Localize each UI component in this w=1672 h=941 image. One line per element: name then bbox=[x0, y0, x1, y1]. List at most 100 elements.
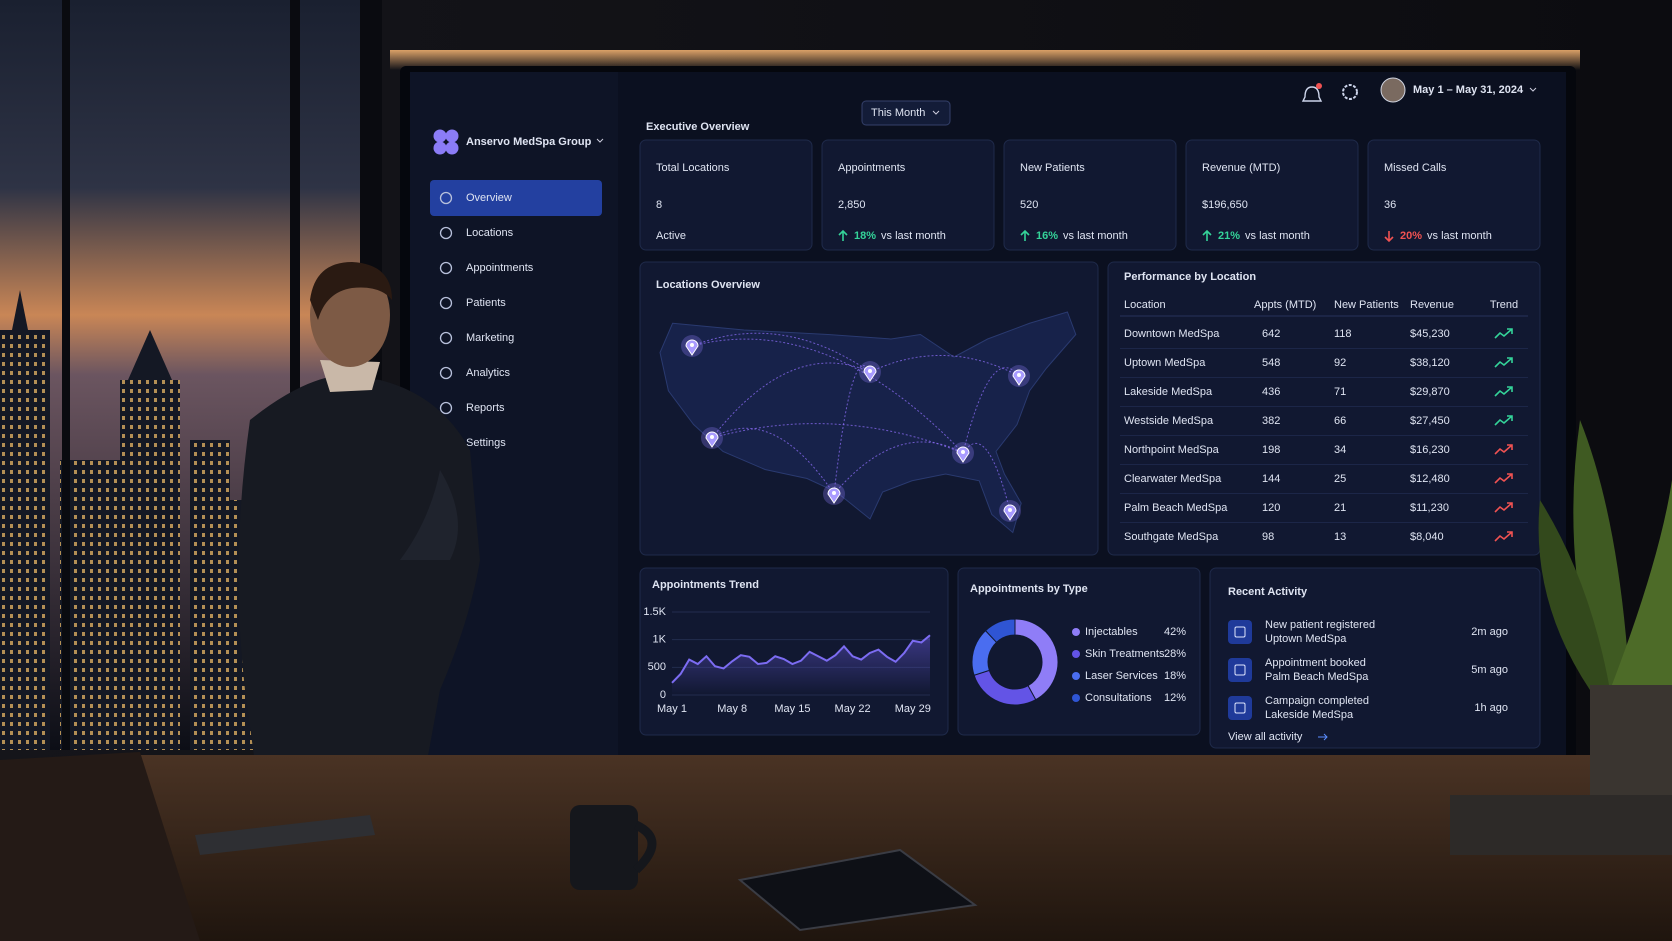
page-title: Executive Overview bbox=[646, 121, 750, 133]
table-cell: 34 bbox=[1334, 444, 1346, 456]
building bbox=[190, 440, 230, 750]
y-tick-label: 500 bbox=[648, 661, 666, 673]
bell-icon[interactable] bbox=[1301, 86, 1323, 102]
table-cell: Southgate MedSpa bbox=[1124, 531, 1219, 543]
hair bbox=[310, 262, 392, 320]
table-cell: $29,870 bbox=[1410, 386, 1450, 398]
table-cell: 642 bbox=[1262, 328, 1280, 340]
map-pin bbox=[685, 339, 699, 356]
nav-icon bbox=[439, 331, 453, 345]
nav-item[interactable]: Patients bbox=[439, 296, 507, 310]
change-arrow bbox=[1384, 231, 1394, 243]
legend-label: Injectables bbox=[1085, 626, 1138, 638]
nav-active bbox=[430, 180, 602, 216]
table-cell: 120 bbox=[1262, 502, 1280, 514]
nav-label: Appointments bbox=[466, 262, 534, 274]
activity-link[interactable]: View all activity bbox=[1228, 731, 1328, 743]
nav-item[interactable]: Analytics bbox=[439, 366, 511, 380]
person bbox=[238, 262, 480, 800]
mug bbox=[570, 805, 638, 890]
nav-label: Marketing bbox=[466, 332, 514, 344]
period-dropdown[interactable]: This Month bbox=[861, 100, 951, 126]
table-cell: $45,230 bbox=[1410, 328, 1450, 340]
kpi-note: vs last month bbox=[1245, 230, 1310, 242]
table-cell: 436 bbox=[1262, 386, 1280, 398]
kpi-card bbox=[639, 139, 813, 251]
activity-text: Campaign completed bbox=[1265, 695, 1369, 707]
kpi-value: $196,650 bbox=[1202, 199, 1248, 211]
map-pin bbox=[1003, 504, 1017, 521]
table-cell: 382 bbox=[1262, 415, 1280, 427]
kpi-change: 16% vs last month bbox=[1036, 230, 1128, 242]
activity-icon bbox=[1228, 658, 1252, 682]
table-header: New Patients bbox=[1334, 299, 1399, 311]
nav-item[interactable]: Overview bbox=[430, 180, 602, 216]
kpi-label: Missed Calls bbox=[1384, 162, 1447, 174]
nav-icon bbox=[439, 401, 453, 415]
table-cell: $8,040 bbox=[1410, 531, 1444, 543]
legend-swatch bbox=[1072, 628, 1080, 636]
kpi-change: 21% vs last month bbox=[1218, 230, 1310, 242]
kpi-label: New Patients bbox=[1020, 162, 1085, 174]
nav-icon bbox=[439, 296, 453, 310]
x-tick-label: May 15 bbox=[774, 703, 810, 715]
dashboard: Anservo MedSpa Group Overview Locations App… bbox=[430, 77, 1541, 749]
nav-item[interactable]: Reports bbox=[439, 401, 506, 415]
value-label: 12% bbox=[1164, 692, 1186, 704]
link-arrow bbox=[1318, 733, 1328, 741]
leaf bbox=[1538, 500, 1610, 690]
nav-item[interactable]: Locations bbox=[439, 226, 514, 240]
table-header: Location bbox=[1124, 299, 1166, 311]
mug-handle bbox=[632, 820, 657, 874]
table-cell: 198 bbox=[1262, 444, 1280, 456]
x-tick-label: May 22 bbox=[835, 703, 871, 715]
nav-item[interactable]: Marketing bbox=[439, 331, 515, 345]
date-caret bbox=[1529, 87, 1537, 92]
trend-icon bbox=[1494, 473, 1513, 484]
trend-icon bbox=[1494, 357, 1513, 368]
mullion bbox=[290, 0, 300, 750]
table-header: Revenue bbox=[1410, 299, 1454, 311]
map-pin bbox=[863, 365, 877, 382]
y-tick-label: 1K bbox=[653, 634, 667, 646]
map-route bbox=[962, 442, 1011, 512]
activity-title: Recent Activity bbox=[1228, 586, 1308, 598]
books bbox=[1450, 795, 1672, 855]
legend-label: Laser Services bbox=[1085, 670, 1158, 682]
activity-time: 2m ago bbox=[1471, 626, 1508, 638]
pin-dot bbox=[710, 435, 714, 439]
suit bbox=[238, 375, 480, 800]
activity-time: 1h ago bbox=[1474, 702, 1508, 714]
kpi-card bbox=[1367, 139, 1541, 251]
legend-swatch bbox=[1072, 672, 1080, 680]
plant bbox=[1450, 420, 1672, 855]
settings-icon[interactable] bbox=[1342, 84, 1358, 100]
legend-label: Consultations bbox=[1085, 692, 1152, 704]
table-cell: 66 bbox=[1334, 415, 1346, 427]
kpi-card bbox=[1185, 139, 1359, 251]
kpi-label: Total Locations bbox=[656, 162, 730, 174]
value-label: 18% bbox=[1164, 670, 1186, 682]
activity-location: Palm Beach MedSpa bbox=[1265, 671, 1369, 683]
dropdown-box bbox=[861, 100, 951, 126]
kpi-change-value: 18% bbox=[854, 230, 876, 242]
spire bbox=[12, 290, 28, 330]
nav-label: Locations bbox=[466, 227, 514, 239]
activity-icon bbox=[1228, 620, 1252, 644]
change-arrow bbox=[838, 229, 848, 241]
activity-text: Appointment booked bbox=[1265, 657, 1366, 669]
table-cell: 92 bbox=[1334, 357, 1346, 369]
table-cell: Northpoint MedSpa bbox=[1124, 444, 1220, 456]
legend-swatch bbox=[1072, 694, 1080, 702]
table-cell: $16,230 bbox=[1410, 444, 1450, 456]
avatar[interactable] bbox=[1380, 77, 1406, 103]
nav-icon bbox=[439, 366, 453, 380]
link-text: View all activity bbox=[1228, 731, 1303, 743]
change-arrow bbox=[1020, 229, 1030, 241]
nav-item[interactable]: Appointments bbox=[439, 261, 534, 275]
kpi-label: Revenue (MTD) bbox=[1202, 162, 1280, 174]
table-cell: 71 bbox=[1334, 386, 1346, 398]
table-cell: Palm Beach MedSpa bbox=[1124, 502, 1228, 514]
tablet bbox=[737, 848, 978, 932]
